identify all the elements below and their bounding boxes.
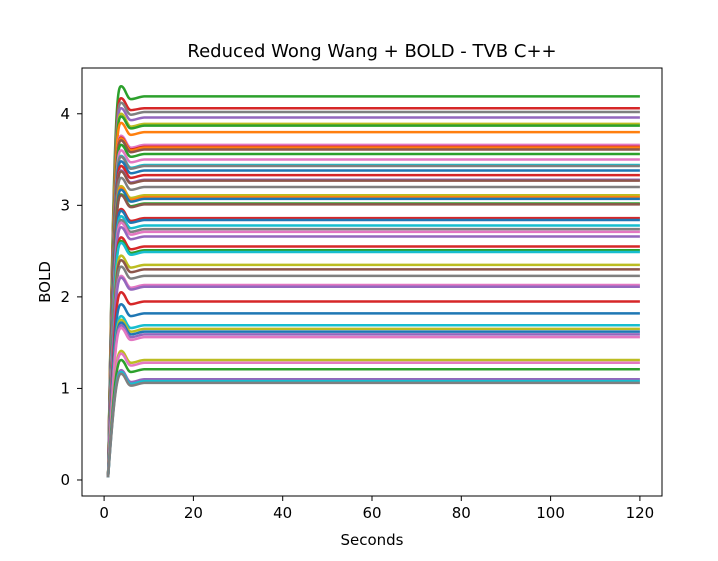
x-tick-label: 0 <box>99 504 109 522</box>
series-line-50 <box>106 368 640 478</box>
series-line-49 <box>106 358 640 478</box>
y-tick-label: 3 <box>60 196 70 214</box>
chart-title: Reduced Wong Wang + BOLD - TVB C++ <box>187 41 556 62</box>
series-line-16 <box>106 160 640 478</box>
series-line-17 <box>106 164 640 478</box>
series-line-42 <box>106 314 640 478</box>
y-tick-label: 0 <box>60 471 70 489</box>
x-tick-label: 100 <box>536 504 565 522</box>
x-axis: 0 20 40 60 80 100 120 <box>99 496 654 522</box>
y-tick-label: 4 <box>60 105 70 123</box>
series-line-20 <box>106 176 640 478</box>
series-line-52 <box>106 372 640 478</box>
series-line-28 <box>106 215 640 478</box>
series-layer <box>106 85 640 478</box>
x-tick-label: 80 <box>452 504 471 522</box>
y-axis: 0 1 2 3 4 <box>60 105 82 489</box>
series-line-43 <box>106 318 640 478</box>
series-line-40 <box>106 291 640 478</box>
x-tick-label: 40 <box>273 504 292 522</box>
series-line-9 <box>106 136 640 478</box>
series-line-46 <box>106 326 640 478</box>
series-line-44 <box>106 321 640 478</box>
series-line-38 <box>106 274 640 478</box>
y-tick-label: 1 <box>60 379 70 397</box>
series-line-35 <box>106 254 640 478</box>
x-tick-label: 120 <box>626 504 655 522</box>
series-line-29 <box>106 218 640 478</box>
series-line-30 <box>106 221 640 478</box>
y-axis-label: BOLD <box>36 261 54 303</box>
x-tick-label: 20 <box>184 504 203 522</box>
series-line-11 <box>106 139 640 478</box>
x-tick-label: 60 <box>362 504 381 522</box>
series-line-18 <box>106 169 640 478</box>
series-line-37 <box>106 265 640 478</box>
series-line-4 <box>106 107 640 478</box>
series-line-10 <box>106 137 640 478</box>
y-tick-label: 2 <box>60 288 70 306</box>
series-line-51 <box>106 370 640 478</box>
series-line-48 <box>106 352 640 478</box>
x-axis-label: Seconds <box>340 531 403 549</box>
series-line-39 <box>106 276 640 478</box>
series-line-5 <box>106 112 640 478</box>
series-line-45 <box>106 324 640 478</box>
series-line-32 <box>106 236 640 478</box>
